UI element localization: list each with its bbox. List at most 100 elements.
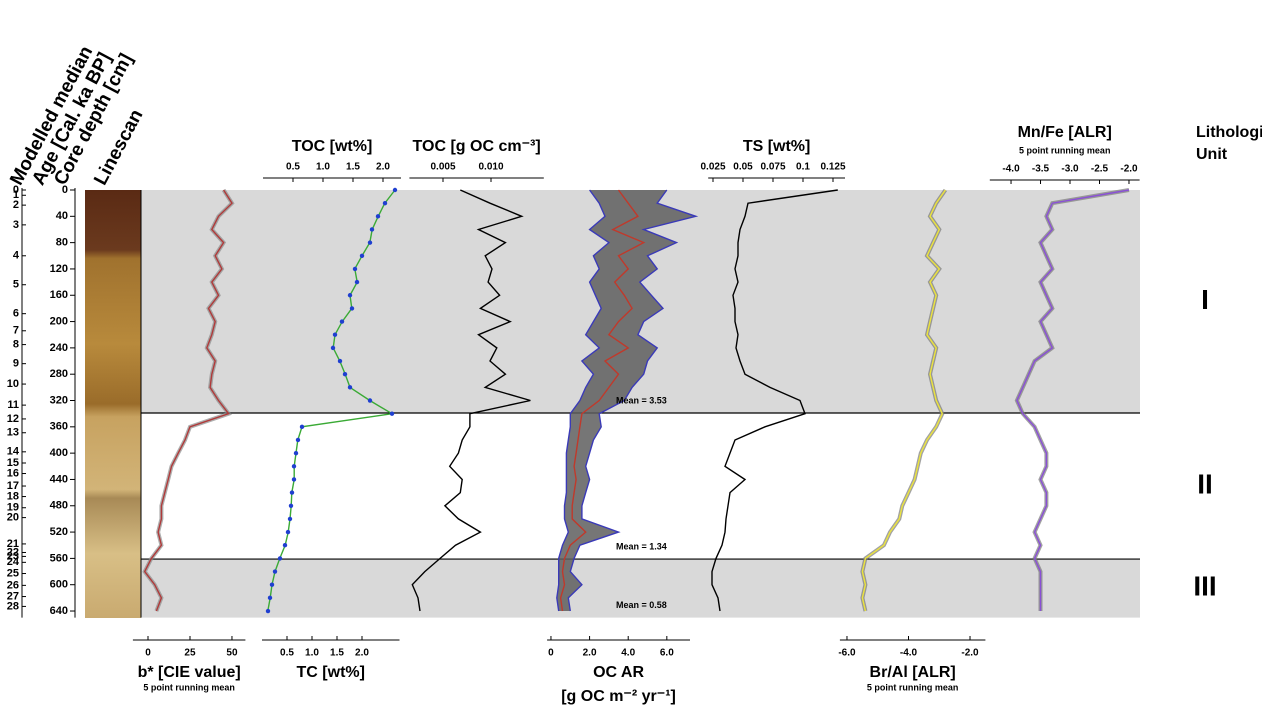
y-tick-label: 480 — [50, 500, 68, 512]
y-tick-label: 240 — [50, 342, 68, 354]
x-tick-label: -2.0 — [1120, 164, 1138, 175]
point — [265, 608, 271, 614]
point — [291, 464, 297, 469]
axis-title: TOC [wt%] — [292, 138, 373, 155]
age-tick-label: 13 — [7, 427, 19, 439]
unit-background — [141, 413, 1140, 560]
age-tick-label: 16 — [7, 467, 19, 479]
point — [389, 411, 395, 416]
y-tick-label: 200 — [50, 315, 68, 327]
lithology-header: Unit — [1196, 146, 1228, 163]
x-tick-label: 0 — [145, 648, 151, 659]
age-tick-label: 9 — [13, 358, 19, 370]
series-line — [143, 189, 233, 612]
y-tick-label: 520 — [50, 526, 68, 538]
point — [282, 543, 288, 548]
age-tick-label: 15 — [7, 457, 19, 469]
point — [287, 516, 293, 522]
age-tick-label: 1 — [13, 189, 19, 201]
age-tick-label: 21 — [7, 538, 19, 550]
point — [347, 385, 353, 390]
point — [367, 240, 373, 245]
x-tick-label: -4.0 — [900, 648, 918, 659]
point — [359, 253, 365, 258]
annotation: Mean = 3.53 — [616, 395, 667, 405]
point — [293, 450, 299, 456]
x-tick-label: 0 — [548, 648, 554, 659]
point — [289, 490, 295, 495]
y-tick-label: 400 — [50, 447, 68, 459]
age-tick-label: 24 — [7, 556, 20, 568]
series-line — [556, 189, 611, 612]
age-tick-label: 4 — [13, 250, 20, 262]
x-tick-label: 0.125 — [820, 162, 845, 173]
point — [277, 556, 283, 561]
x-tick-label: 0.05 — [733, 162, 753, 173]
x-tick-label: 0.075 — [760, 162, 785, 173]
point — [347, 293, 353, 298]
series-line — [861, 189, 946, 612]
x-tick-label: 1.0 — [305, 648, 319, 659]
y-tick-label: 360 — [50, 421, 68, 433]
axis-note: 5 point running mean — [143, 682, 235, 692]
x-tick-label: 0.005 — [430, 162, 455, 173]
annotation: Mean = 1.34 — [616, 541, 667, 551]
point — [272, 569, 278, 574]
y-tick-label: 600 — [50, 579, 68, 591]
point — [332, 332, 338, 337]
axis-title: [g OC m⁻² yr⁻¹] — [561, 688, 676, 705]
point — [330, 345, 336, 351]
x-tick-label: 0.025 — [700, 162, 725, 173]
y-tick-label: 320 — [50, 394, 68, 406]
age-tick-label: 17 — [7, 480, 19, 492]
axis-title: TOC [g OC cm⁻³] — [413, 138, 541, 155]
linescan-image — [85, 190, 141, 618]
series-line — [1016, 189, 1130, 611]
axis-title: Mn/Fe [ALR] — [1018, 124, 1112, 141]
age-tick-label: 2 — [13, 199, 19, 211]
age-tick-label: 0 — [13, 184, 19, 196]
point — [369, 227, 375, 232]
x-tick-label: -6.0 — [838, 648, 856, 659]
point — [337, 358, 343, 364]
x-tick-label: 6.0 — [660, 648, 674, 659]
age-tick-label: 14 — [7, 446, 20, 458]
x-tick-label: -3.5 — [1032, 164, 1050, 175]
age-tick-label: 12 — [7, 413, 19, 425]
series-line — [411, 189, 531, 612]
point — [382, 200, 388, 206]
age-tick-label: 26 — [7, 579, 19, 591]
age-tick-label: 19 — [7, 502, 19, 514]
age-tick-label: 28 — [7, 600, 19, 612]
x-tick-label: 25 — [184, 648, 196, 659]
point — [299, 424, 305, 430]
annotation: Mean = 0.58 — [616, 600, 667, 610]
point — [267, 595, 273, 601]
age-tick-label: 18 — [7, 490, 19, 502]
series-line — [711, 189, 838, 612]
series-line — [567, 189, 699, 612]
lithology-header: Lithological — [1196, 124, 1262, 141]
x-tick-label: 4.0 — [621, 648, 635, 659]
point — [291, 477, 297, 482]
unit-background — [141, 559, 1140, 618]
x-tick-label: -2.0 — [961, 648, 979, 659]
point — [349, 306, 355, 311]
x-tick-label: 0.5 — [286, 162, 300, 173]
axis-note: 5 point running mean — [867, 682, 959, 692]
x-tick-label: 0.1 — [796, 162, 810, 173]
point — [352, 266, 358, 272]
point — [342, 371, 348, 377]
x-tick-label: 50 — [226, 648, 238, 659]
age-tick-label: 20 — [7, 512, 19, 524]
axis-title: b* [CIE value] — [138, 664, 241, 681]
point — [367, 398, 373, 403]
y-tick-label: 560 — [50, 552, 68, 564]
age-tick-label: 8 — [13, 339, 19, 351]
age-tick-label: 7 — [13, 325, 19, 337]
age-tick-label: 27 — [7, 590, 19, 602]
unit-label: II — [1197, 468, 1213, 499]
x-tick-label: 1.5 — [330, 648, 344, 659]
x-tick-label: 1.5 — [346, 162, 360, 173]
